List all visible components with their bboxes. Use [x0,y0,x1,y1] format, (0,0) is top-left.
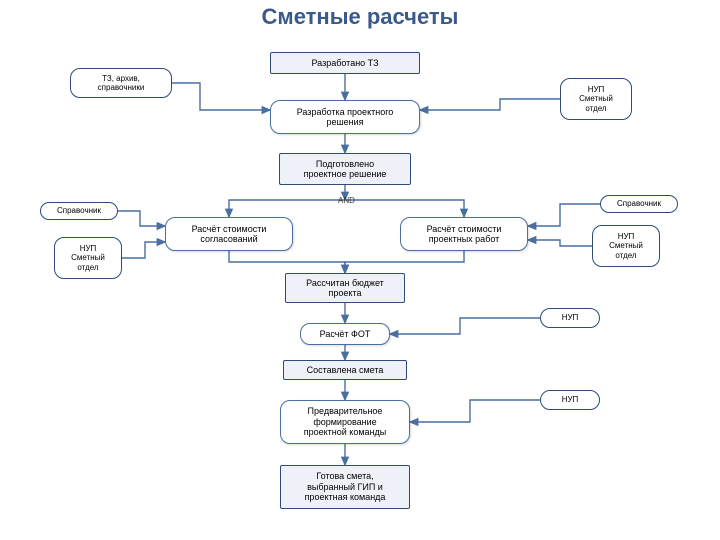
edge-12 [420,99,560,110]
node-dev_tz: Разработано ТЗ [270,52,420,74]
node-cost_agr: Расчёт стоимости согласований [165,217,293,251]
edge-17 [390,318,540,334]
node-dev_sol: Разработка проектного решения [270,100,420,134]
node-smeta: Составлена смета [283,360,407,380]
edge-13 [118,211,165,226]
and-gate-label: AND [338,196,355,205]
edge-11 [172,83,270,110]
edge-15 [528,204,600,226]
edge-18 [410,400,540,422]
node-fot: Расчёт ФОТ [300,323,390,345]
node-team: Предварительное формирование проектной к… [280,400,410,444]
node-nup_l: НУП Сметный отдел [54,237,122,279]
node-final: Готова смета, выбранный ГИП и проектная … [280,465,410,509]
edge-16 [528,240,592,246]
edge-6 [345,251,464,273]
node-sprav_r: Справочник [600,195,678,213]
page-title: Сметные расчеты [0,4,720,30]
node-sprav_l: Справочник [40,202,118,220]
node-prep_sol: Подготовлено проектное решение [279,153,411,185]
node-nup1: НУП Сметный отдел [560,78,632,120]
edge-3 [229,200,345,217]
node-budget: Рассчитан бюджет проекта [285,273,405,303]
edge-14 [122,242,165,258]
node-nup2: НУП [540,308,600,328]
edge-5 [229,251,345,273]
node-nup3: НУП [540,390,600,410]
node-cost_work: Расчёт стоимости проектных работ [400,217,528,251]
edge-4 [345,200,464,217]
node-tz_arch: ТЗ, архив, справочники [70,68,172,98]
node-nup_r: НУП Сметный отдел [592,225,660,267]
